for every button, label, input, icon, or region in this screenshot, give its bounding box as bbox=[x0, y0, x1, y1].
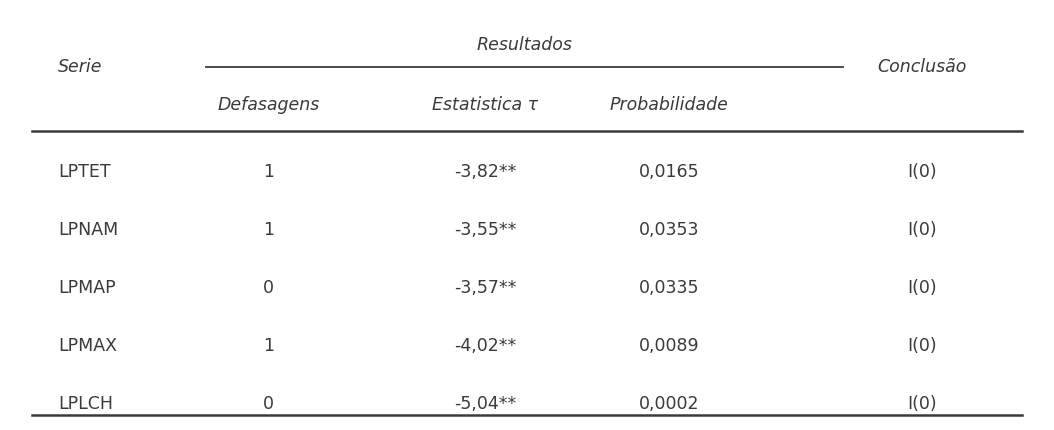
Text: Conclusão: Conclusão bbox=[878, 58, 967, 76]
Text: 0,0165: 0,0165 bbox=[639, 163, 700, 181]
Text: -3,55**: -3,55** bbox=[453, 221, 516, 239]
Text: LPLCH: LPLCH bbox=[58, 395, 113, 413]
Text: 1: 1 bbox=[264, 163, 274, 181]
Text: I(0): I(0) bbox=[907, 337, 937, 355]
Text: I(0): I(0) bbox=[907, 395, 937, 413]
Text: 0,0002: 0,0002 bbox=[639, 395, 700, 413]
Text: LPMAX: LPMAX bbox=[58, 337, 117, 355]
Text: 0: 0 bbox=[264, 395, 274, 413]
Text: 0,0335: 0,0335 bbox=[639, 279, 700, 297]
Text: LPMAP: LPMAP bbox=[58, 279, 116, 297]
Text: LPTET: LPTET bbox=[58, 163, 111, 181]
Text: Probabilidade: Probabilidade bbox=[610, 96, 728, 114]
Text: 1: 1 bbox=[264, 337, 274, 355]
Text: 0,0089: 0,0089 bbox=[639, 337, 700, 355]
Text: Estatistica τ: Estatistica τ bbox=[432, 96, 538, 114]
Text: -5,04**: -5,04** bbox=[453, 395, 516, 413]
Text: 0,0353: 0,0353 bbox=[639, 221, 700, 239]
Text: -3,82**: -3,82** bbox=[453, 163, 516, 181]
Text: I(0): I(0) bbox=[907, 163, 937, 181]
Text: Resultados: Resultados bbox=[476, 36, 572, 54]
Text: 0: 0 bbox=[264, 279, 274, 297]
Text: I(0): I(0) bbox=[907, 221, 937, 239]
Text: 1: 1 bbox=[264, 221, 274, 239]
Text: I(0): I(0) bbox=[907, 279, 937, 297]
Text: LPNAM: LPNAM bbox=[58, 221, 118, 239]
Text: -4,02**: -4,02** bbox=[453, 337, 516, 355]
Text: Defasagens: Defasagens bbox=[217, 96, 320, 114]
Text: Serie: Serie bbox=[58, 58, 102, 76]
Text: -3,57**: -3,57** bbox=[453, 279, 516, 297]
